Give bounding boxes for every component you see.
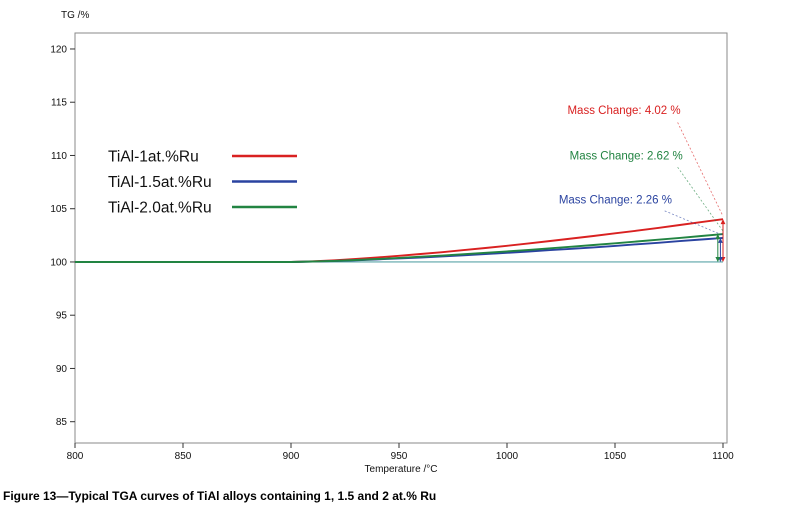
legend-label-tial-2-0at-ru: TiAl-2.0at.%Ru <box>108 200 212 217</box>
x-tick-label: 1000 <box>496 451 519 462</box>
y-tick-label: 110 <box>51 151 67 162</box>
curve-tial-2-0at-ru <box>75 233 724 263</box>
x-axis-label: Temperature /°C <box>365 464 438 475</box>
x-tick-label: 950 <box>391 451 408 462</box>
mass-change-annotation: Mass Change: 2.62 % <box>570 151 683 163</box>
y-tick-label: 100 <box>50 257 67 268</box>
curve-tial-1at-ru <box>75 218 724 263</box>
tga-chart: 85 90 95 100 105 110 115 120 800 850 900 950 1000 105… <box>50 10 734 475</box>
y-tick-label: 120 <box>50 44 67 55</box>
figure-caption: Figure 13—Typical TGA curves of TiAl all… <box>3 489 437 503</box>
y-tick-label: 90 <box>56 364 68 375</box>
x-tick-label: 1050 <box>604 451 627 462</box>
legend-label-tial-1-5at-ru: TiAl-1.5at.%Ru <box>108 174 212 191</box>
y-tick-label: 115 <box>51 98 67 109</box>
x-tick-label: 900 <box>283 451 300 462</box>
annotation-leader <box>677 166 724 232</box>
x-tick-label: 1100 <box>712 451 734 462</box>
y-tick-label: 95 <box>56 311 68 322</box>
plot-border <box>74 32 728 444</box>
arrowhead-top-tial-2-0at-ru <box>715 234 721 240</box>
annotation-leader <box>677 122 724 217</box>
y-tick-label: 85 <box>56 417 68 428</box>
arrowhead-top-tial-1at-ru <box>720 219 726 225</box>
x-tick-label: 800 <box>67 451 84 462</box>
x-tick-label: 850 <box>175 451 192 462</box>
mass-change-annotation: Mass Change: 4.02 % <box>567 105 680 117</box>
mass-change-annotation: Mass Change: 2.26 % <box>559 194 672 206</box>
legend-label-tial-1at-ru: TiAl-1at.%Ru <box>108 149 199 166</box>
y-axis-label: TG /% <box>61 10 89 21</box>
chart-canvas: 85 90 95 100 105 110 115 120 800 850 900 950 1000 105… <box>50 10 734 475</box>
arrowhead-top-tial-1-5at-ru <box>718 237 723 243</box>
annotation-leader <box>664 210 724 236</box>
arrowhead-bottom-tial-2-0at-ru <box>715 256 721 262</box>
y-tick-label: 105 <box>50 204 67 215</box>
